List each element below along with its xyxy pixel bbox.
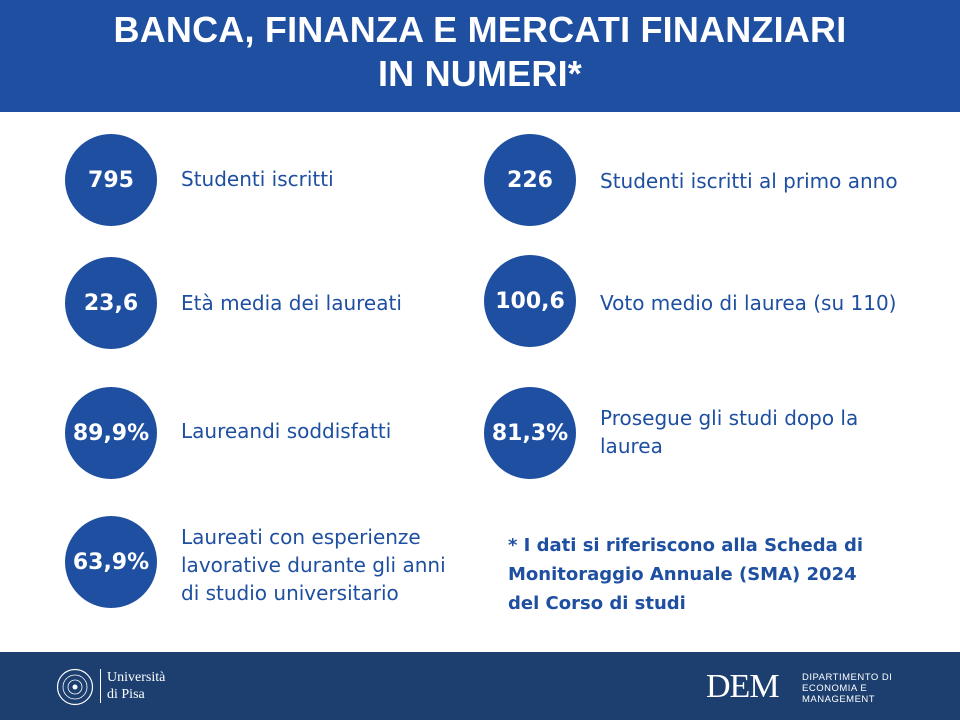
page-title-line-2: IN NUMERI* — [377, 53, 582, 94]
stat-circle-students: 795 — [65, 134, 157, 226]
stat-label-further-studies: Prosegue gli studi dopo la laurea — [600, 404, 900, 460]
stat-label-line: Prosegue gli studi dopo la — [600, 406, 859, 430]
note-line: Monitoraggio Annuale (SMA) 2024 — [508, 564, 857, 585]
stat-label-avg-age: Età media dei laureati — [181, 291, 402, 315]
stat-circle-first-year: 226 — [484, 134, 576, 226]
stat-label-avg-grade: Voto medio di laurea (su 110) — [600, 291, 897, 315]
stat-circle-avg-grade: 100,6 — [484, 255, 576, 347]
stat-label-satisfied: Laureandi soddisfatti — [181, 419, 392, 443]
dem-name-line-2: Economia e — [802, 683, 868, 694]
stat-label-line: di studio universitario — [181, 581, 399, 605]
page-footer: Università di Pisa DEM Dipartimento di E… — [0, 652, 960, 720]
university-name-line-1: Università — [107, 670, 166, 685]
stat-label-line: lavorative durante gli anni — [181, 553, 446, 577]
dem-logo: DEM — [706, 668, 780, 705]
stat-circle-satisfied: 89,9% — [65, 387, 157, 479]
university-logo: Università di Pisa — [100, 669, 165, 703]
university-name-line-2: di Pisa — [107, 687, 145, 702]
page-header: BANCA, FINANZA E MERCATI FINANZIARI IN N… — [0, 0, 960, 112]
stat-label-students: Studenti iscritti — [181, 167, 334, 191]
dem-name-line-1: Dipartimento di — [802, 672, 893, 683]
dem-name-line-3: Management — [802, 694, 876, 705]
dem-department-name: Dipartimento di Economia e Management — [802, 672, 892, 705]
note-line: del Corso di studi — [508, 593, 686, 614]
stat-circle-further-studies: 81,3% — [484, 387, 576, 479]
page-title-line-1: BANCA, FINANZA E MERCATI FINANZIARI — [113, 9, 847, 50]
note-line: * I dati si riferiscono alla Scheda di — [508, 535, 864, 556]
stat-circle-work-experience: 63,9% — [65, 516, 157, 608]
data-source-note: * I dati si riferiscono alla Scheda di M… — [508, 531, 888, 618]
stat-circle-avg-age: 23,6 — [65, 257, 157, 349]
stat-label-first-year: Studenti iscritti al primo anno — [600, 169, 898, 193]
stat-label-work-experience: Laureati con esperienze lavorative duran… — [181, 523, 481, 607]
university-seal-icon — [56, 668, 94, 706]
stat-label-line: Laureati con esperienze — [181, 525, 421, 549]
stat-label-line: laurea — [600, 434, 663, 458]
